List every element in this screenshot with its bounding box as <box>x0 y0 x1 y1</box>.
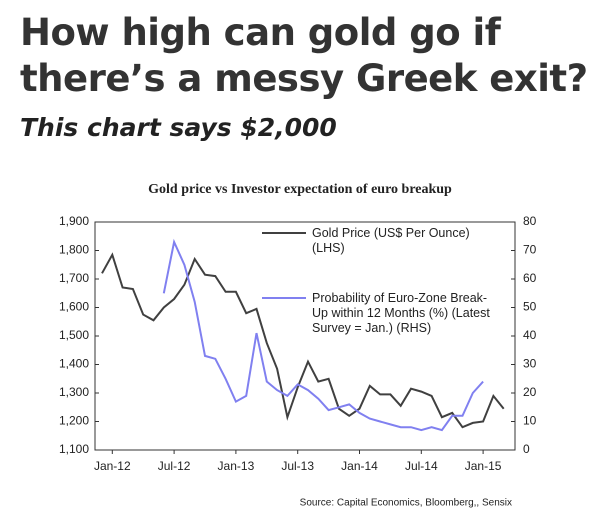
series-line <box>101 252 505 429</box>
chart-title: Gold price vs Investor expectation of eu… <box>148 182 452 197</box>
x-tick-label: Jan-13 <box>218 459 255 473</box>
y2-tick-label: 10 <box>523 414 537 428</box>
x-tick-label: Jan-14 <box>341 459 378 473</box>
x-tick-label: Jan-12 <box>94 459 131 473</box>
headline: How high can gold go if there’s a messy … <box>20 11 588 100</box>
x-tick-label: Jul-13 <box>281 459 314 473</box>
y2-tick-label: 80 <box>523 214 537 228</box>
legend-entry: Gold Price (US$ Per Ounce) (LHS) <box>312 226 470 255</box>
y2-tick-label: 60 <box>523 271 537 285</box>
x-tick-label: Jul-14 <box>405 459 438 473</box>
y-tick-label: 1,500 <box>59 328 89 342</box>
x-tick-label: Jul-12 <box>158 459 191 473</box>
x-tick-label: Jan-15 <box>465 459 502 473</box>
y2-tick-label: 0 <box>523 442 530 456</box>
y-tick-label: 1,600 <box>59 300 89 314</box>
y2-tick-label: 40 <box>523 328 537 342</box>
y2-tick-label: 20 <box>523 385 537 399</box>
y-tick-label: 1,200 <box>59 414 89 428</box>
source: Source: Capital Economics, Bloomberg,, S… <box>300 498 512 509</box>
y-tick-label: 1,400 <box>59 357 89 371</box>
y2-tick-label: 70 <box>523 243 537 257</box>
y-tick-label: 1,100 <box>59 442 89 456</box>
legend-entry: Probability of Euro-Zone Break-Up within… <box>312 291 490 335</box>
y-tick-label: 1,800 <box>59 243 89 257</box>
y-tick-label: 1,300 <box>59 385 89 399</box>
y-tick-label: 1,900 <box>59 214 89 228</box>
y2-tick-label: 50 <box>523 300 537 314</box>
subheadline: This chart says $2,000 <box>20 113 337 142</box>
y2-tick-label: 30 <box>523 357 537 371</box>
y-tick-label: 1,700 <box>59 271 89 285</box>
series-line <box>162 238 484 432</box>
